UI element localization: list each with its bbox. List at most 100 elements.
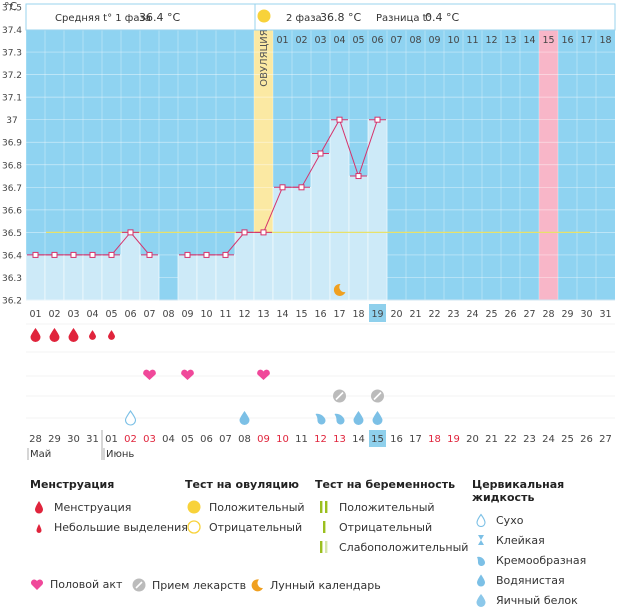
- menstruation-drop-icon[interactable]: [68, 328, 79, 342]
- luteal-day-label: 06: [371, 35, 383, 46]
- cycle-day-label: 15: [295, 309, 307, 320]
- cycle-day-label: 26: [504, 309, 516, 320]
- legend-intercourse-label: Половой акт: [50, 578, 123, 591]
- calendar-date-label: 14: [352, 434, 365, 445]
- temperature-point[interactable]: [51, 251, 58, 258]
- cycle-day-label: 14: [276, 309, 288, 320]
- calendar-date-label: 03: [143, 434, 156, 445]
- cycle-day-label: 08: [162, 309, 174, 320]
- temperature-bar: [139, 254, 160, 301]
- pregnancy-negative-icon: [323, 521, 326, 533]
- calendar-date-label: 21: [485, 434, 498, 445]
- y-tick-label: 36.6: [2, 206, 22, 216]
- temperature-point[interactable]: [89, 251, 96, 258]
- cycle-day-label: 16: [314, 309, 326, 320]
- watery-drop-icon[interactable]: [353, 411, 364, 425]
- legend-medication: Прием лекарств: [132, 578, 246, 592]
- cycle-day-label: 30: [580, 309, 592, 320]
- phase2-value: 36.8 °C: [320, 11, 361, 24]
- temperature-point[interactable]: [70, 251, 77, 258]
- temperature-point[interactable]: [222, 251, 229, 258]
- cycle-day-label: 20: [390, 309, 402, 320]
- egg-white-drop-icon: [476, 594, 486, 607]
- y-tick-label: 37.5: [2, 4, 22, 14]
- calendar-date-label: 12: [314, 434, 327, 445]
- temperature-point[interactable]: [32, 251, 39, 258]
- cycle-day-label: 29: [561, 309, 573, 320]
- menstruation-drop-icon[interactable]: [49, 328, 60, 342]
- calendar-date-label: 29: [48, 434, 61, 445]
- cycle-day-label: 24: [466, 309, 478, 320]
- legend-cervical: Цервикальная жидкость Сухо Клейкая Кремо…: [472, 478, 626, 610]
- luteal-day-label: 02: [295, 35, 307, 46]
- legend-cervical-creamy: Кремообразная: [496, 553, 587, 567]
- temperature-bar: [291, 187, 312, 301]
- menstruation-drop-icon[interactable]: [108, 330, 115, 340]
- calendar-date-label: 15: [371, 434, 384, 445]
- legend: Менструация Менструация Небольшие выделе…: [0, 470, 626, 607]
- calendar-date-label: 06: [200, 434, 213, 445]
- temperature-bar: [177, 254, 198, 301]
- sticky-icon: [478, 535, 484, 545]
- cycle-day-label: 05: [105, 309, 117, 320]
- calendar-date-label: 10: [276, 434, 289, 445]
- calendar-date-label: 30: [67, 434, 80, 445]
- dry-drop-icon[interactable]: [124, 410, 137, 426]
- y-tick-label: 36.3: [2, 274, 22, 284]
- calendar-date-label: 09: [257, 434, 270, 445]
- temperature-segment: [358, 119, 378, 177]
- watery-drop-icon[interactable]: [239, 411, 250, 425]
- luteal-day-label: 18: [599, 35, 611, 46]
- heart-icon[interactable]: [257, 369, 270, 380]
- calendar-date-label: 18: [428, 434, 441, 445]
- temperature-point[interactable]: [260, 229, 267, 236]
- heart-icon[interactable]: [143, 369, 156, 380]
- calendar-date-label: 20: [466, 434, 479, 445]
- phase1-label: Средняя t° 1 фаза: [55, 13, 151, 24]
- temperature-point[interactable]: [146, 251, 153, 258]
- y-tick-label: 36.9: [2, 139, 22, 149]
- temperature-point[interactable]: [336, 116, 343, 123]
- calendar-date-label: 16: [390, 434, 403, 445]
- temperature-point[interactable]: [108, 251, 115, 258]
- temperature-point[interactable]: [127, 229, 134, 236]
- temperature-point[interactable]: [241, 229, 248, 236]
- spotting-drop-icon: [36, 524, 42, 533]
- temperature-point[interactable]: [355, 173, 362, 180]
- cycle-day-label: 03: [67, 309, 79, 320]
- menstruation-drop-icon[interactable]: [89, 330, 96, 340]
- calendar-date-label: 19: [447, 434, 460, 445]
- moon-icon: [251, 579, 263, 592]
- cycle-day-label: 11: [219, 309, 231, 320]
- temperature-point[interactable]: [298, 184, 305, 191]
- watery-drop-icon[interactable]: [372, 411, 383, 425]
- menstruation-drop-icon[interactable]: [30, 328, 41, 342]
- temperature-bar: [196, 254, 217, 301]
- temperature-point[interactable]: [317, 150, 324, 157]
- legend-pregnancy-negative: Отрицательный: [339, 520, 433, 534]
- temperature-bar: [215, 254, 236, 301]
- legend-ovulation-positive: Положительный: [209, 500, 305, 514]
- creamy-drop-icon[interactable]: [315, 413, 326, 425]
- heart-icon: [30, 579, 44, 590]
- heart-icon[interactable]: [181, 369, 194, 380]
- cycle-day-label: 25: [485, 309, 497, 320]
- cycle-day-label: 12: [238, 309, 250, 320]
- temperature-bar: [120, 232, 141, 301]
- temperature-segment: [263, 187, 283, 233]
- month-label: Июнь: [106, 449, 134, 460]
- temperature-point[interactable]: [184, 251, 191, 258]
- legend-spotting-item: Небольшие выделения: [54, 520, 188, 534]
- luteal-day-label: 16: [561, 35, 573, 46]
- temperature-bar: [234, 232, 255, 301]
- cycle-day-label: 07: [143, 309, 155, 320]
- menstruation-drop-icon: [35, 501, 43, 514]
- y-tick-label: 37.4: [2, 26, 22, 36]
- summary-box: [25, 3, 616, 31]
- temperature-point[interactable]: [374, 116, 381, 123]
- creamy-drop-icon[interactable]: [334, 413, 345, 425]
- temperature-point[interactable]: [203, 251, 210, 258]
- luteal-day-label: 11: [466, 35, 478, 46]
- legend-menstruation-item: Менструация: [54, 500, 132, 514]
- temperature-point[interactable]: [279, 184, 286, 191]
